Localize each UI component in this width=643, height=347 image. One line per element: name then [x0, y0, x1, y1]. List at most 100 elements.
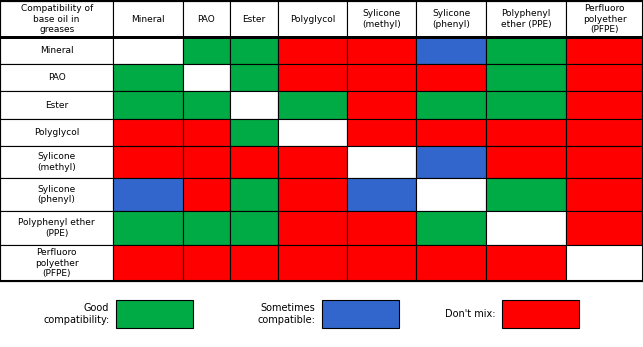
Text: Don't mix:: Don't mix:: [444, 309, 495, 319]
Bar: [0, 1, 113, 37]
Bar: [486, 245, 566, 281]
Text: Ester: Ester: [242, 15, 266, 24]
Bar: [486, 146, 566, 178]
Bar: [347, 92, 417, 119]
Bar: [486, 92, 566, 119]
Bar: [0, 245, 113, 281]
Bar: [0, 92, 113, 119]
Bar: [486, 1, 566, 37]
Text: Sylicone
(phenyl): Sylicone (phenyl): [37, 185, 76, 204]
Bar: [566, 1, 643, 37]
Bar: [486, 178, 566, 211]
Bar: [278, 1, 347, 37]
Text: Polyphenyl ether
(PPE): Polyphenyl ether (PPE): [18, 218, 95, 238]
Text: Perfluoro
polyether
(PFPE): Perfluoro polyether (PFPE): [35, 248, 78, 278]
Text: Good
compatibility:: Good compatibility:: [43, 303, 109, 325]
Bar: [566, 37, 643, 65]
Bar: [0, 178, 113, 211]
Bar: [278, 37, 347, 65]
Bar: [566, 146, 643, 178]
Text: Polyglycol: Polyglycol: [290, 15, 335, 24]
Bar: [278, 178, 347, 211]
Bar: [113, 119, 183, 146]
Bar: [183, 119, 230, 146]
Bar: [417, 119, 486, 146]
Bar: [230, 92, 278, 119]
Bar: [566, 211, 643, 245]
Bar: [278, 146, 347, 178]
Bar: [566, 245, 643, 281]
Text: Polyglycol: Polyglycol: [34, 128, 79, 137]
Bar: [230, 178, 278, 211]
Bar: [113, 178, 183, 211]
Bar: [566, 92, 643, 119]
Bar: [0, 1, 643, 281]
Bar: [278, 211, 347, 245]
Bar: [183, 65, 230, 92]
Bar: [566, 178, 643, 211]
Text: Sylicone
(methyl): Sylicone (methyl): [37, 152, 76, 172]
Bar: [347, 211, 417, 245]
Text: Perfluoro
polyether
(PFPE): Perfluoro polyether (PFPE): [583, 4, 626, 34]
Bar: [417, 146, 486, 178]
Bar: [230, 37, 278, 65]
Bar: [347, 245, 417, 281]
Bar: [0, 211, 113, 245]
Bar: [486, 37, 566, 65]
Text: Compatibility of
base oil in
greases: Compatibility of base oil in greases: [21, 4, 93, 34]
Bar: [278, 119, 347, 146]
Bar: [347, 37, 417, 65]
Bar: [0, 146, 113, 178]
Bar: [230, 146, 278, 178]
Text: Mineral: Mineral: [131, 15, 165, 24]
Bar: [113, 211, 183, 245]
Bar: [230, 119, 278, 146]
Bar: [566, 65, 643, 92]
Bar: [113, 37, 183, 65]
Bar: [230, 245, 278, 281]
Bar: [230, 211, 278, 245]
Bar: [116, 300, 193, 328]
Bar: [417, 211, 486, 245]
Bar: [113, 92, 183, 119]
Text: Polyphenyl
ether (PPE): Polyphenyl ether (PPE): [501, 9, 552, 29]
Text: Mineral: Mineral: [40, 46, 73, 55]
Bar: [322, 300, 399, 328]
Text: Ester: Ester: [45, 101, 68, 110]
Bar: [183, 178, 230, 211]
Text: PAO: PAO: [197, 15, 215, 24]
Text: Sometimes
compatible:: Sometimes compatible:: [257, 303, 315, 325]
Bar: [417, 178, 486, 211]
Bar: [486, 65, 566, 92]
Bar: [183, 245, 230, 281]
Bar: [347, 1, 417, 37]
Bar: [0, 37, 113, 65]
Bar: [417, 1, 486, 37]
Bar: [417, 65, 486, 92]
Bar: [502, 300, 579, 328]
Bar: [183, 1, 230, 37]
Bar: [0, 65, 113, 92]
Bar: [113, 1, 183, 37]
Bar: [347, 178, 417, 211]
Bar: [278, 245, 347, 281]
Text: Sylicone
(phenyl): Sylicone (phenyl): [432, 9, 470, 29]
Bar: [417, 245, 486, 281]
Bar: [113, 65, 183, 92]
Bar: [347, 146, 417, 178]
Bar: [230, 1, 278, 37]
Bar: [347, 119, 417, 146]
Text: PAO: PAO: [48, 74, 66, 83]
Bar: [183, 146, 230, 178]
Bar: [0, 119, 113, 146]
Bar: [183, 92, 230, 119]
Bar: [417, 37, 486, 65]
Bar: [486, 211, 566, 245]
Bar: [113, 146, 183, 178]
Bar: [566, 119, 643, 146]
Bar: [113, 245, 183, 281]
Bar: [183, 211, 230, 245]
Bar: [417, 92, 486, 119]
Bar: [230, 65, 278, 92]
Bar: [486, 119, 566, 146]
